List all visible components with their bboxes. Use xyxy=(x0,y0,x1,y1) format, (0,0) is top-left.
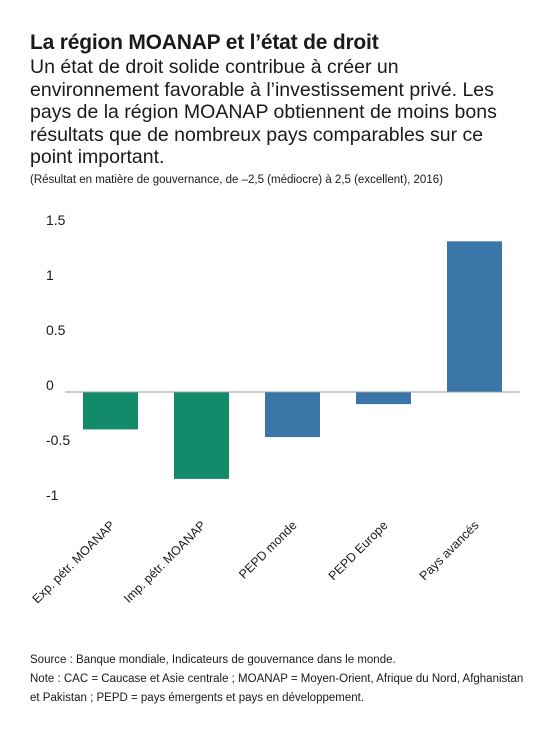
y-axis-ticks: 1.5 1 0.5 0 -0.5 -1 xyxy=(46,212,70,503)
x-category-label: PEPD Europe xyxy=(326,518,391,583)
y-tick-label: -0.5 xyxy=(46,432,70,448)
chart-header: La région MOANAP et l’état de droit Un é… xyxy=(30,30,530,188)
y-tick-label: 1.5 xyxy=(46,212,66,228)
chart-subtitle: Un état de droit solide contribue à crée… xyxy=(30,56,497,168)
x-axis-categories: Exp. pétr. MOANAP Imp. pétr. MOANAP PEPD m… xyxy=(30,518,482,606)
bar xyxy=(447,241,502,392)
y-tick-label: 0 xyxy=(46,377,54,393)
x-category-label: Exp. pétr. MOANAP xyxy=(30,518,118,606)
bar xyxy=(83,392,138,430)
chart-scale-note: (Résultat en matière de gouvernance, de … xyxy=(30,173,443,186)
x-category-label: Pays avancés xyxy=(417,518,482,583)
chart-footer: Source : Banque mondiale, Indicateurs de… xyxy=(30,651,530,708)
chart-title: La région MOANAP et l’état de droit xyxy=(30,31,379,54)
bar xyxy=(174,392,229,479)
x-category-label: Imp. pétr. MOANAP xyxy=(121,518,209,606)
bar-chart: 1.5 1 0.5 0 -0.5 -1 Exp. pétr. MOANAP Imp. pét… xyxy=(30,212,520,606)
y-tick-label: 1 xyxy=(46,267,54,283)
y-tick-label: -1 xyxy=(46,487,59,503)
note-text: Note : CAC = Caucase et Asie centrale ; … xyxy=(30,673,524,704)
y-tick-label: 0.5 xyxy=(46,322,66,338)
bar xyxy=(356,392,411,405)
source-text: Source : Banque mondiale, Indicateurs de… xyxy=(30,654,396,666)
bar xyxy=(265,392,320,438)
bars xyxy=(83,241,502,479)
x-category-label: PEPD monde xyxy=(236,518,299,581)
